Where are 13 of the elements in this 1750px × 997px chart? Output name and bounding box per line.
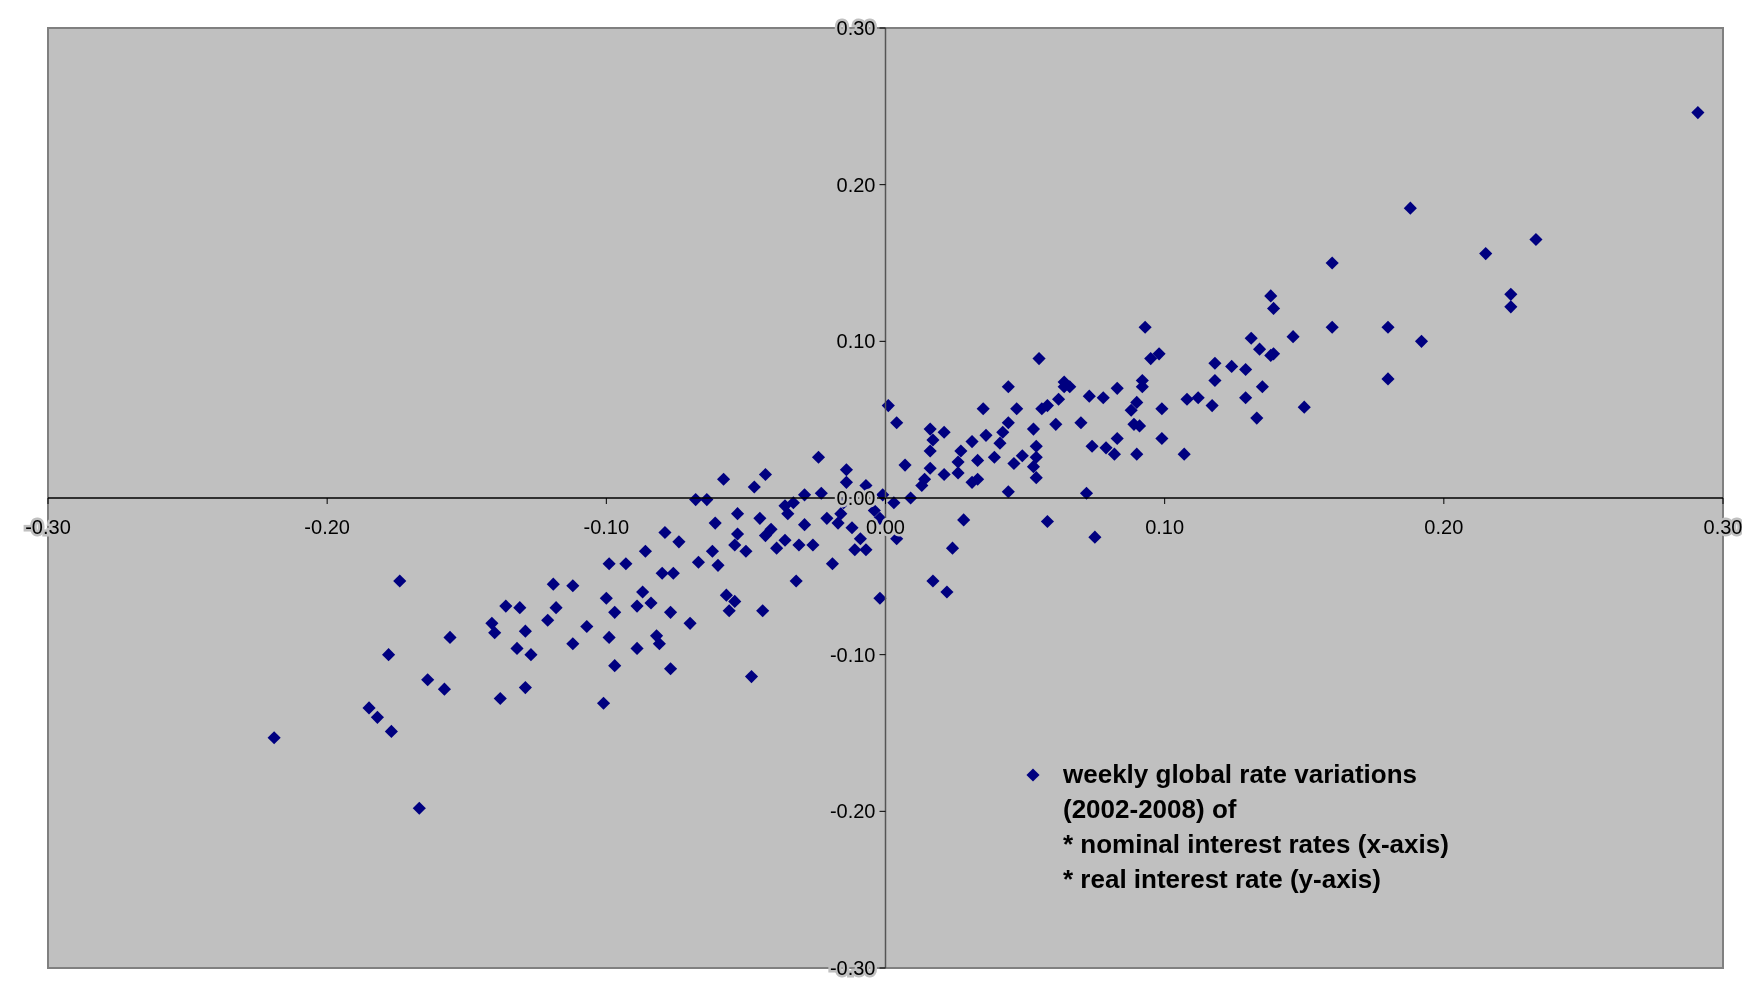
y-tick-label: 0.20 [836,173,876,196]
x-tick-label: 0.30 [1703,516,1743,538]
y-tick-label: 0.10 [836,330,876,353]
x-tick-label: 0.20 [1424,516,1464,538]
y-tick-label: -0.30 [829,957,876,979]
y-tick-label: -0.10 [829,643,876,666]
x-tick-label: -0.30 [25,516,71,538]
x-tick-label: 0.10 [1145,516,1185,538]
y-tick-label: -0.20 [829,800,876,823]
x-tick-label: -0.20 [304,516,350,538]
x-tick-label: -0.10 [583,516,630,538]
legend-label: weekly global rate variations (2002-2008) of * nominal interest rates (x-axis) * real interest rate (y-axis) [1062,759,1449,894]
y-tick-label: 0.30 [836,17,876,39]
